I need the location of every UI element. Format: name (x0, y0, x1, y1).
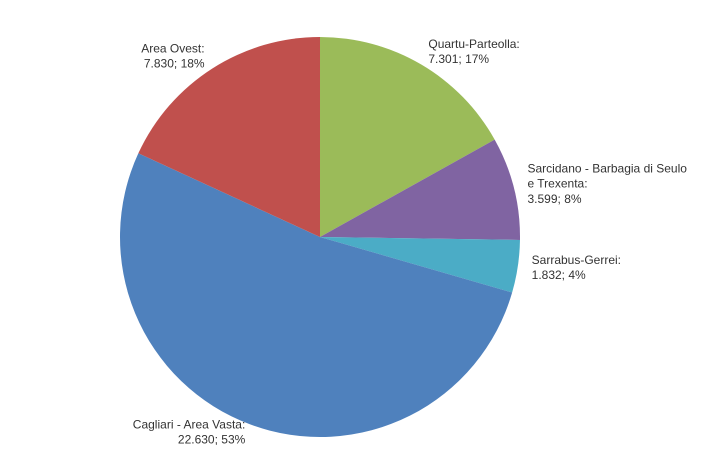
value-label: 22.630; 53% (178, 433, 246, 447)
category-line: Cagliari - Area Vasta: (133, 418, 246, 432)
category-label: Sarrabus-Gerrei: (532, 253, 621, 267)
data-label: Area Ovest:7.830; 18% (141, 41, 205, 70)
pie-slice (320, 37, 495, 237)
pie-slice (320, 139, 520, 240)
pie-slice (119, 153, 513, 438)
category-line: Sarrabus-Gerrei: (532, 253, 621, 267)
category-line: e Trexenta: (528, 177, 588, 191)
value-label: 1.832; 4% (532, 268, 586, 282)
data-label: Sarrabus-Gerrei:1.832; 4% (532, 253, 621, 282)
category-label: Cagliari - Area Vasta: (133, 418, 246, 432)
value-label: 7.830; 18% (144, 56, 205, 70)
category-line: Area Ovest: (141, 41, 204, 55)
category-line: Sarcidano - Barbagia di Seulo (528, 162, 688, 176)
value-label: 7.301; 17% (428, 52, 489, 66)
category-label: Area Ovest: (141, 41, 204, 55)
pie-slice (138, 37, 320, 237)
data-label: Quartu-Parteolla:7.301; 17% (428, 37, 519, 66)
data-label: Cagliari - Area Vasta:22.630; 53% (133, 418, 246, 447)
category-label: Quartu-Parteolla: (428, 37, 519, 51)
data-label: Sarcidano - Barbagia di Seulo e Trexenta:… (528, 162, 688, 206)
category-label: Sarcidano - Barbagia di Seulo e Trexenta: (528, 162, 688, 191)
category-line: Quartu-Parteolla: (428, 37, 519, 51)
value-label: 3.599; 8% (528, 192, 582, 206)
pie-slice (320, 237, 520, 293)
